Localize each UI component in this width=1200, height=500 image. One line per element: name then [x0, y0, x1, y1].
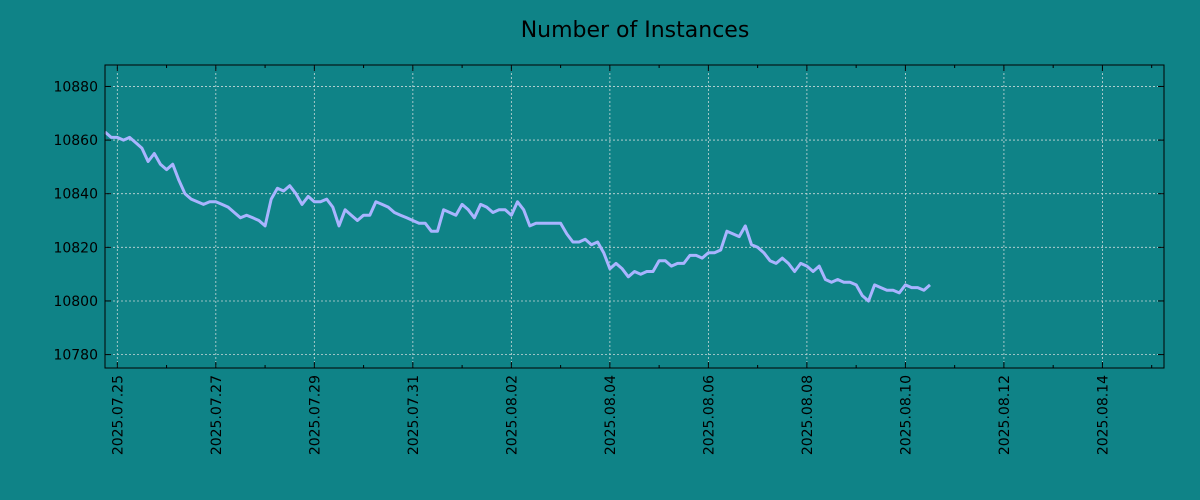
x-tick-label: 2025.08.12 [997, 375, 1013, 455]
x-tick-label: 2025.08.10 [898, 375, 914, 455]
y-tick-label: 10820 [53, 240, 98, 256]
plot-frame [104, 64, 1165, 369]
x-tick-label: 2025.08.08 [800, 375, 816, 455]
y-tick-label: 10860 [53, 133, 98, 149]
x-tick-label: 2025.08.02 [504, 375, 520, 455]
x-tick-label: 2025.08.06 [701, 375, 717, 455]
y-tick-label: 10800 [53, 294, 98, 310]
series-layer [104, 130, 931, 303]
x-tick-label: 2025.07.29 [307, 375, 323, 455]
tick-labels: 10780 10800 10820 10840 10860 10880 2025.07.25… [53, 79, 1111, 455]
x-tick-label: 2025.07.25 [110, 375, 126, 455]
x-tick-label: 2025.08.14 [1095, 375, 1111, 455]
x-tick-label: 2025.07.31 [406, 375, 422, 455]
x-tick-label: 2025.08.04 [603, 375, 619, 455]
y-tick-label: 10840 [53, 187, 98, 203]
y-tick-label: 10880 [53, 79, 98, 95]
chart-title: Number of Instances [521, 18, 750, 43]
axis-ticks [105, 65, 1164, 368]
series-line [104, 130, 931, 303]
x-tick-label: 2025.07.27 [209, 375, 225, 455]
grid [105, 65, 1164, 368]
y-tick-label: 10780 [53, 348, 98, 364]
